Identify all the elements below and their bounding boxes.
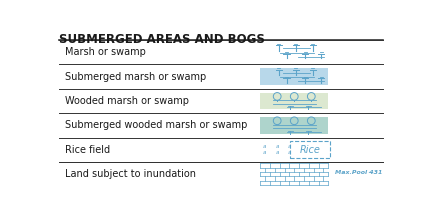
Bar	[260, 93, 328, 110]
Text: Rice field: Rice field	[65, 145, 110, 155]
Text: a: a	[263, 150, 267, 155]
Bar	[260, 117, 328, 134]
Text: a: a	[263, 144, 267, 149]
Text: ~: ~	[367, 170, 373, 176]
Bar	[260, 68, 328, 85]
Text: Wooded marsh or swamp: Wooded marsh or swamp	[65, 96, 189, 106]
Text: SUBMERGED AREAS AND BOGS: SUBMERGED AREAS AND BOGS	[60, 33, 265, 46]
Text: Rice: Rice	[299, 145, 320, 155]
Text: Submerged marsh or swamp: Submerged marsh or swamp	[65, 72, 206, 82]
Text: Land subject to inundation: Land subject to inundation	[65, 169, 196, 179]
Text: a: a	[288, 150, 291, 155]
Text: a: a	[276, 150, 279, 155]
Text: Submerged wooded marsh or swamp: Submerged wooded marsh or swamp	[65, 120, 247, 130]
Bar	[289, 141, 330, 158]
Text: a: a	[288, 144, 291, 149]
Text: Marsh or swamp: Marsh or swamp	[65, 47, 146, 57]
Text: Max.Pool 431: Max.Pool 431	[334, 170, 382, 175]
Text: a: a	[276, 144, 279, 149]
